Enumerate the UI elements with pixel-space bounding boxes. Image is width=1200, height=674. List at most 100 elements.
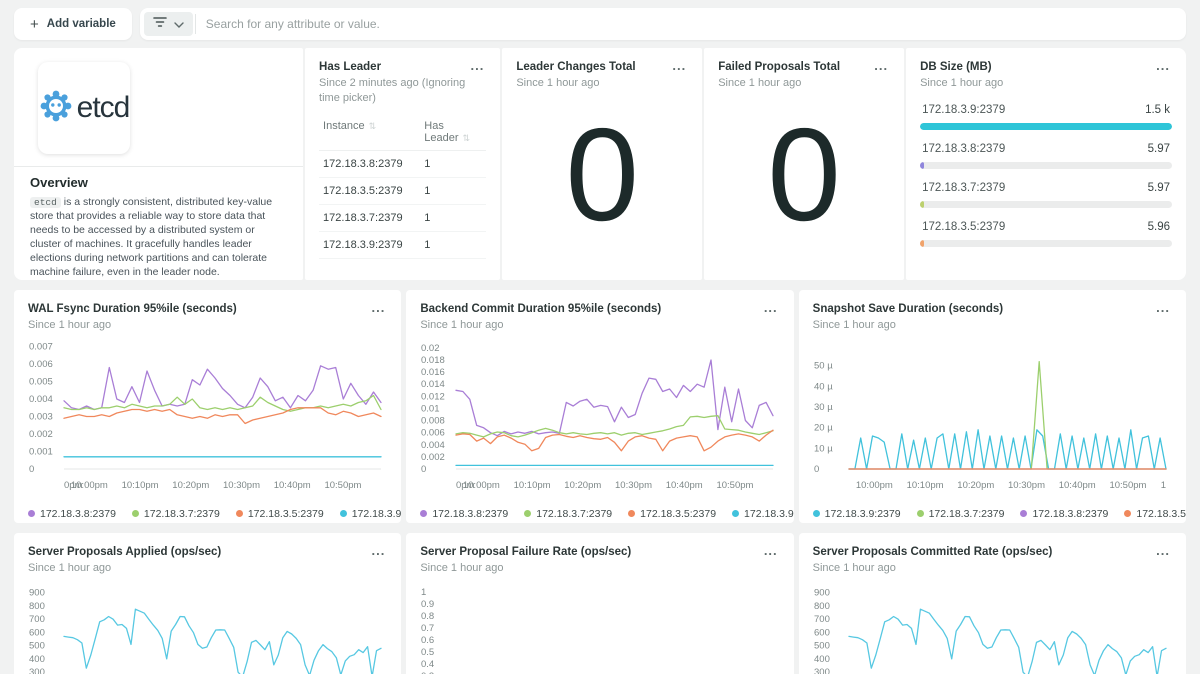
legend-item[interactable]: 172.18.3.5:2379 xyxy=(235,507,324,520)
legend-label: 172.18.3.5:2379 xyxy=(640,507,717,520)
duration-charts-row: WAL Fsync Duration 95%ile (seconds) Sinc… xyxy=(14,290,1186,523)
ellipsis-menu-icon[interactable]: ... xyxy=(672,58,687,73)
card-subtitle: Since 2 minutes ago (Ignoring time picke… xyxy=(319,77,466,104)
proposals-committed-chart[interactable]: 900 800 700 600 500 400 300 xyxy=(813,580,1172,674)
card-title: Server Proposals Applied (ops/sec) xyxy=(28,546,222,558)
column-header-instance[interactable]: Instance ⇅ xyxy=(323,119,377,132)
legend-item[interactable]: 172.18.3.9:2379 xyxy=(732,508,794,520)
filter-button[interactable] xyxy=(143,12,193,36)
instance-label: 172.18.3.7:2379 xyxy=(922,181,1006,194)
card-title: Failed Proposals Total xyxy=(718,61,841,73)
leader-changes-card: Leader Changes Total Since 1 hour ago ..… xyxy=(502,48,703,280)
db-size-row[interactable]: 172.18.3.8:2379 5.97 xyxy=(920,142,1173,169)
card-title: WAL Fsync Duration 95%ile (seconds) xyxy=(28,303,237,315)
legend-item[interactable]: 172.18.3.8:2379 xyxy=(28,508,116,520)
chart-legend: 172.18.3.9:2379 172.18.3.7:2379 172.18.3… xyxy=(812,507,1186,520)
ellipsis-menu-icon[interactable]: ... xyxy=(371,543,386,558)
legend-dot-icon xyxy=(732,510,740,518)
proposal-failure-chart[interactable]: 10.90.80.70.60.50.40.3 xyxy=(420,580,779,674)
db-size-row[interactable]: 172.18.3.5:2379 5.96 xyxy=(920,221,1173,247)
ellipsis-menu-icon[interactable]: ... xyxy=(1156,543,1170,558)
ellipsis-menu-icon[interactable]: ... xyxy=(763,543,778,558)
svg-text:0.016: 0.016 xyxy=(421,367,445,378)
svg-text:0.006: 0.006 xyxy=(29,359,53,370)
svg-text:10:50pm: 10:50pm xyxy=(324,480,361,491)
bar-track xyxy=(920,161,1173,169)
legend-label: 172.18.3.8:2379 xyxy=(1032,507,1109,520)
card-title: Snapshot Save Duration (seconds) xyxy=(812,303,1004,315)
svg-text:0.9: 0.9 xyxy=(421,599,434,610)
db-size-row[interactable]: 172.18.3.9:2379 1.5 k xyxy=(920,104,1173,130)
proposals-applied-chart-card: Server Proposals Applied (ops/sec) Since… xyxy=(14,533,402,674)
svg-text:0.012: 0.012 xyxy=(421,391,445,402)
svg-text:10:30pm: 10:30pm xyxy=(1008,480,1045,491)
svg-text:500: 500 xyxy=(29,640,45,651)
snapshot-save-chart[interactable]: 50 µ 40 µ 30 µ 20 µ 10 µ 0 10:00pm 10:10pm 10:20… xyxy=(813,337,1172,502)
column-header-has-leader[interactable]: Has Leader ⇅ xyxy=(424,119,471,144)
db-size-value: 5.97 xyxy=(1147,181,1171,194)
legend-item[interactable]: 172.18.3.8:2379 xyxy=(420,508,508,520)
add-variable-button[interactable]: + Add variable xyxy=(14,8,132,40)
instance-cell: 172.18.3.9:2379 xyxy=(323,238,403,251)
card-title: Backend Commit Duration 95%ile (seconds) xyxy=(420,303,662,315)
card-subtitle: Since 1 hour ago xyxy=(420,319,504,332)
legend-item[interactable]: 172.18.3.7:2379 xyxy=(916,507,1005,520)
card-title: Has Leader xyxy=(319,61,382,73)
table-row[interactable]: 172.18.3.7:2379 1 xyxy=(319,205,487,232)
card-subtitle: Since 1 hour ago xyxy=(812,562,896,575)
legend-dot-icon xyxy=(524,510,532,518)
ellipsis-menu-icon[interactable]: ... xyxy=(470,58,485,73)
ellipsis-menu-icon[interactable]: ... xyxy=(1156,58,1171,73)
svg-text:0: 0 xyxy=(421,464,426,475)
svg-text:1: 1 xyxy=(421,587,426,598)
wal-fsync-chart[interactable]: 0.007 0.006 0.005 0.004 0.003 0.002 0.001 0 0pm 1… xyxy=(28,337,387,502)
svg-text:0.002: 0.002 xyxy=(421,452,445,463)
svg-text:700: 700 xyxy=(29,614,45,625)
legend-item[interactable]: 172.18.3.9:2379 xyxy=(339,507,402,520)
proposal-charts-row: Server Proposals Applied (ops/sec) Since… xyxy=(14,533,1186,674)
db-size-row[interactable]: 172.18.3.7:2379 5.97 xyxy=(920,181,1173,208)
svg-text:0.8: 0.8 xyxy=(421,611,434,622)
bar-fill xyxy=(920,239,924,247)
sort-icon: ⇅ xyxy=(368,120,377,131)
legend-item[interactable]: 172.18.3.9:2379 xyxy=(812,508,901,520)
legend-label: 172.18.3.9:2379 xyxy=(351,507,402,520)
etcd-logo-text: etcd xyxy=(76,91,131,124)
svg-text:400: 400 xyxy=(29,654,45,665)
table-row[interactable]: 172.18.3.5:2379 1 xyxy=(319,178,487,205)
ellipsis-menu-icon[interactable]: ... xyxy=(371,300,386,315)
svg-text:10:00pm: 10:00pm xyxy=(856,480,893,491)
svg-text:0.008: 0.008 xyxy=(421,415,445,426)
gear-icon xyxy=(39,89,73,128)
card-title: Server Proposals Committed Rate (ops/sec… xyxy=(812,546,1053,558)
svg-text:0.5: 0.5 xyxy=(421,647,434,658)
ellipsis-menu-icon[interactable]: ... xyxy=(763,300,778,315)
search-input[interactable] xyxy=(197,17,1182,31)
snapshot-save-chart-card: Snapshot Save Duration (seconds) Since 1… xyxy=(798,290,1186,523)
value-cell: 1 xyxy=(424,211,431,224)
instance-label: 172.18.3.8:2379 xyxy=(922,142,1006,155)
svg-text:600: 600 xyxy=(29,627,45,638)
svg-text:10:20pm: 10:20pm xyxy=(957,480,994,491)
plus-icon: + xyxy=(30,15,39,33)
legend-item[interactable]: 172.18.3.5:2379 xyxy=(1124,508,1186,520)
legend-item[interactable]: 172.18.3.8:2379 xyxy=(1020,508,1108,520)
legend-item[interactable]: 172.18.3.7:2379 xyxy=(131,508,220,520)
legend-item[interactable]: 172.18.3.7:2379 xyxy=(524,508,612,520)
svg-text:10:00pm: 10:00pm xyxy=(463,480,500,491)
legend-item[interactable]: 172.18.3.5:2379 xyxy=(628,508,716,520)
chevron-down-icon xyxy=(174,15,184,33)
svg-text:300: 300 xyxy=(814,667,830,674)
ellipsis-menu-icon[interactable]: ... xyxy=(874,58,889,73)
svg-text:300: 300 xyxy=(29,667,45,674)
backend-commit-chart[interactable]: 0.02 0.018 0.016 0.014 0.012 0.01 0.008 0.006 0.… xyxy=(420,337,779,502)
legend-label: 172.18.3.7:2379 xyxy=(928,507,1005,520)
svg-text:0.004: 0.004 xyxy=(421,439,445,450)
table-row[interactable]: 172.18.3.8:2379 1 xyxy=(319,151,487,178)
legend-label: 172.18.3.5:2379 xyxy=(247,507,324,520)
svg-text:10:50pm: 10:50pm xyxy=(1109,480,1146,491)
table-row[interactable]: 172.18.3.9:2379 1 xyxy=(319,232,487,259)
bar-track xyxy=(920,200,1173,208)
ellipsis-menu-icon[interactable]: ... xyxy=(1156,300,1170,315)
proposals-applied-chart[interactable]: 900 800 700 600 500 400 300 xyxy=(28,580,387,674)
